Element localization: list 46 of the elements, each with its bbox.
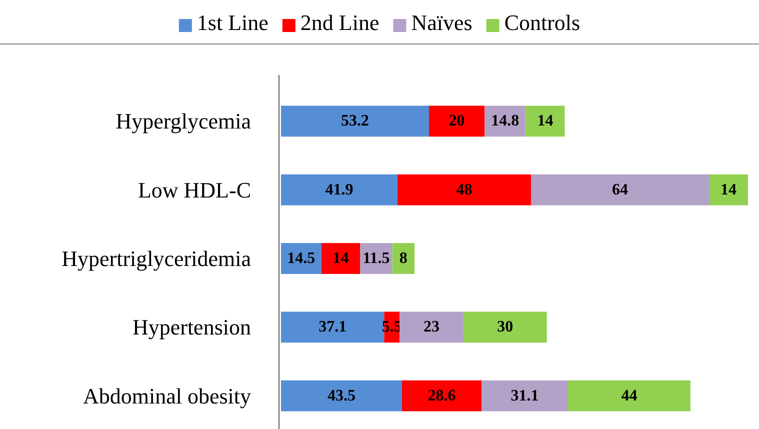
data-label: 14.5 — [287, 250, 316, 267]
legend-label: Controls — [504, 10, 580, 35]
data-label: 14.8 — [491, 112, 520, 130]
data-label: 41.9 — [325, 181, 354, 198]
bar — [281, 380, 402, 412]
legend-label: 1st Line — [196, 10, 268, 35]
data-label: 43.5 — [327, 387, 356, 404]
bar — [398, 174, 532, 206]
bar — [709, 174, 748, 206]
data-label: 31.1 — [510, 387, 539, 404]
data-label: 14 — [537, 112, 554, 130]
bar — [568, 380, 690, 412]
legend-label: Naïves — [411, 10, 472, 35]
bar — [402, 380, 482, 412]
data-label: 64 — [612, 181, 628, 198]
bar — [281, 174, 398, 206]
y-tick-label: Hyperglycemia — [116, 108, 252, 134]
data-label: 23 — [423, 318, 440, 336]
data-label: 20 — [448, 112, 465, 130]
data-label: 11.5 — [362, 250, 390, 267]
data-label: 28.6 — [428, 387, 456, 404]
bar — [281, 312, 384, 343]
y-tick-label: Hypertension — [132, 314, 251, 340]
data-label: 14 — [332, 250, 349, 267]
y-tick-label: Low HDL-C — [138, 177, 251, 202]
bar — [392, 243, 415, 274]
bar — [482, 380, 568, 412]
bar — [428, 106, 485, 137]
bar — [484, 106, 526, 137]
y-tick-label: Hypertriglyceridemia — [62, 246, 252, 271]
data-label: 37.1 — [318, 318, 347, 336]
data-label: 14 — [720, 181, 737, 198]
bar — [526, 106, 565, 137]
data-label: 44 — [621, 387, 638, 404]
bar — [463, 312, 547, 343]
bar — [281, 243, 322, 274]
legend-label: 2nd Line — [300, 10, 380, 35]
bar — [321, 243, 360, 274]
bar — [399, 312, 464, 343]
bar — [281, 106, 429, 137]
data-label: 30 — [497, 318, 514, 336]
y-tick-label: Abdominal obesity — [82, 383, 251, 408]
bar — [531, 174, 710, 206]
data-label: 48 — [456, 181, 472, 198]
data-label: 8 — [399, 250, 408, 267]
data-label: 53.2 — [340, 112, 369, 130]
